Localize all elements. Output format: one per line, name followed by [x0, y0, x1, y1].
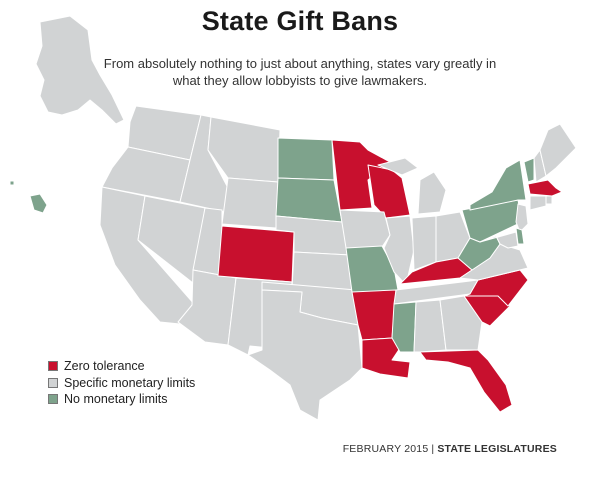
- legend-label: Specific monetary limits: [64, 375, 196, 390]
- state-kansas: [291, 251, 353, 291]
- state-north-dakota: [277, 137, 335, 181]
- state-maryland: [479, 231, 519, 249]
- legend-item-no-limits: No monetary limits: [48, 391, 195, 408]
- map-title: State Gift Bans: [201, 6, 399, 36]
- legend-label: Zero tolerance: [64, 359, 145, 374]
- legend-swatch-specific: [48, 377, 58, 388]
- state-florida: [419, 349, 513, 413]
- credit-separator: |: [431, 443, 435, 455]
- state-illinois: [383, 215, 415, 286]
- map-subtitle: From absolutely nothing to just about an…: [103, 56, 497, 88]
- state-connecticut: [529, 195, 547, 211]
- state-hawaii: [9, 180, 48, 214]
- legend-swatch-zero: [48, 361, 58, 372]
- publication-date: FEBRUARY 2015: [342, 443, 429, 455]
- publication-name: STATE LEGISLATURES: [437, 443, 557, 455]
- legend-swatch-none: [48, 394, 58, 405]
- state-mississippi: [391, 301, 417, 353]
- map-legend: Zero tolerance Specific monetary limits …: [48, 358, 195, 408]
- state-massachusetts: [527, 179, 563, 197]
- state-new-jersey: [515, 203, 529, 233]
- source-credit: FEBRUARY 2015 | STATE LEGISLATURES: [343, 443, 557, 455]
- state-alaska: [35, 15, 125, 125]
- state-colorado: [217, 225, 295, 283]
- state-alabama: [413, 299, 447, 353]
- legend-item-zero-tolerance: Zero tolerance: [48, 358, 195, 375]
- state-indiana: [411, 215, 437, 271]
- state-rhode-island: [545, 195, 553, 205]
- state-texas: [247, 289, 363, 421]
- state-oregon: [101, 146, 191, 203]
- state-maine: [539, 123, 577, 177]
- legend-item-specific-limits: Specific monetary limits: [48, 375, 195, 392]
- state-south-dakota: [275, 177, 343, 223]
- state-michigan: [377, 157, 447, 215]
- legend-label: No monetary limits: [64, 392, 168, 407]
- state-georgia: [439, 295, 483, 351]
- state-wyoming: [221, 177, 279, 229]
- state-new-york: [469, 159, 527, 211]
- state-vermont: [523, 157, 535, 183]
- state-iowa: [339, 209, 391, 251]
